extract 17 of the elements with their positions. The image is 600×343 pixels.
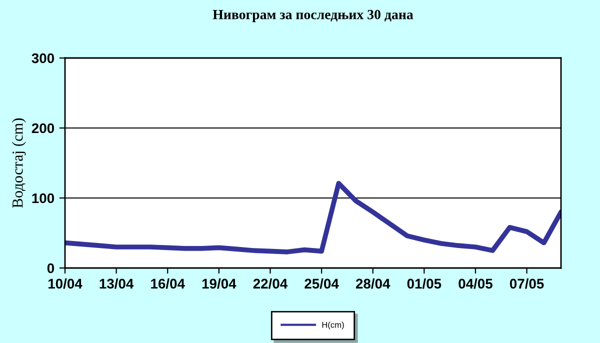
x-tick-label: 04/05 [458,278,492,289]
x-tick-label: 28/04 [356,278,390,289]
x-tick-label: 25/04 [304,278,339,289]
x-tick-label: 13/04 [100,278,134,289]
x-tick-label: 19/04 [202,278,236,289]
legend-label: H(cm) [322,322,344,330]
y-tick-label: 0 [47,263,54,274]
y-tick-label: 200 [32,123,54,134]
x-tick-label: 22/04 [253,278,288,289]
x-tick-label: 07/05 [510,278,544,289]
y-tick-label: 300 [32,53,54,64]
x-tick-label: 10/04 [48,278,82,289]
y-axis-title: Водостај (cm) [12,118,26,208]
chart-title: Нивограм за последњих 30 дана [212,10,414,22]
x-tick-label: 01/05 [407,278,442,289]
x-tick-label: 16/04 [151,278,185,289]
y-tick-label: 100 [32,193,54,204]
